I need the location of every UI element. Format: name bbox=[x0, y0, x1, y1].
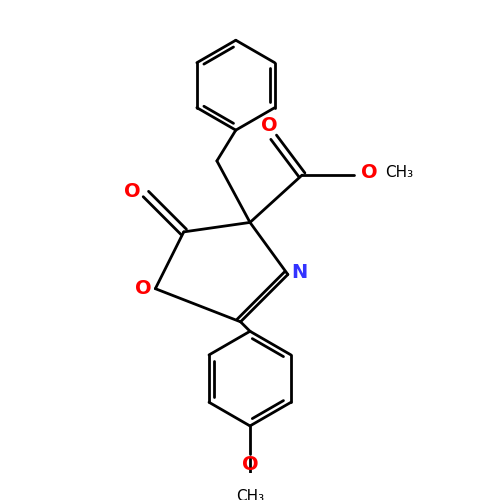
Text: CH₃: CH₃ bbox=[385, 165, 413, 180]
Text: CH₃: CH₃ bbox=[236, 490, 264, 500]
Text: O: O bbox=[242, 455, 258, 474]
Text: O: O bbox=[361, 163, 378, 182]
Text: N: N bbox=[292, 262, 308, 281]
Text: O: O bbox=[135, 279, 152, 298]
Text: O: O bbox=[260, 116, 277, 135]
Text: O: O bbox=[124, 182, 141, 201]
